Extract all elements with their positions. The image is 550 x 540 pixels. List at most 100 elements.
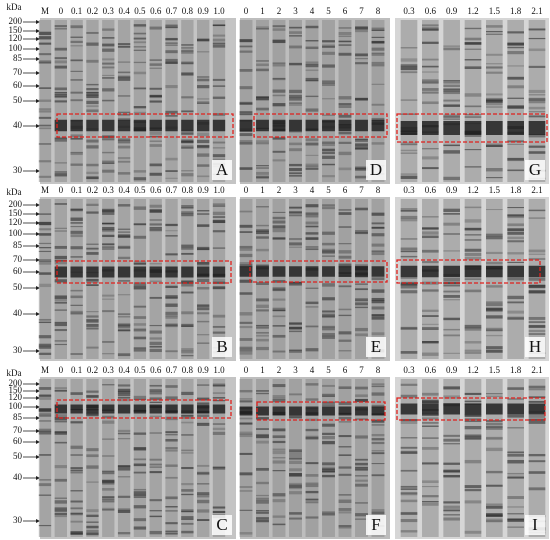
band xyxy=(355,288,368,290)
band xyxy=(117,466,131,468)
band xyxy=(464,114,482,116)
band xyxy=(149,209,162,213)
lane xyxy=(305,379,319,537)
band xyxy=(289,330,302,333)
band xyxy=(371,212,385,216)
band xyxy=(197,278,210,283)
band xyxy=(197,85,210,89)
marker-arrowhead xyxy=(36,286,40,290)
band xyxy=(212,205,226,207)
band xyxy=(443,328,460,331)
band xyxy=(239,321,253,324)
band xyxy=(507,496,524,499)
band xyxy=(86,448,99,452)
lane-label: 0.9 xyxy=(446,6,458,16)
band xyxy=(149,471,162,474)
band xyxy=(133,458,147,461)
band xyxy=(117,324,131,328)
band xyxy=(338,511,352,514)
lane-label: 3 xyxy=(293,365,298,375)
lane xyxy=(338,20,352,182)
band xyxy=(38,124,52,126)
band xyxy=(528,316,546,320)
panel-letter: C xyxy=(216,515,227,534)
band xyxy=(181,145,194,149)
band xyxy=(338,27,352,29)
band xyxy=(212,211,226,216)
band xyxy=(443,505,460,509)
band xyxy=(528,97,546,101)
band xyxy=(507,140,524,143)
lane-label: 1 xyxy=(260,185,265,195)
band xyxy=(181,139,194,143)
band xyxy=(54,295,67,299)
target-band xyxy=(239,266,253,277)
band xyxy=(86,203,99,207)
band xyxy=(443,222,460,226)
band xyxy=(70,304,83,306)
band xyxy=(322,470,335,473)
target-band xyxy=(181,404,194,414)
band xyxy=(305,428,319,432)
band xyxy=(338,416,352,420)
band xyxy=(507,252,524,255)
band xyxy=(133,505,147,509)
band xyxy=(102,74,115,76)
band xyxy=(355,458,368,461)
band xyxy=(256,63,269,67)
band xyxy=(322,314,335,318)
band xyxy=(149,391,162,395)
band xyxy=(528,37,546,40)
band xyxy=(422,71,439,73)
band xyxy=(133,398,147,400)
band xyxy=(181,323,194,327)
band xyxy=(165,350,178,353)
band xyxy=(149,510,162,512)
band xyxy=(305,435,319,439)
band xyxy=(464,392,482,395)
band xyxy=(117,390,131,394)
band xyxy=(443,80,460,82)
band xyxy=(239,86,253,90)
band xyxy=(70,310,83,314)
marker-arrowhead xyxy=(36,37,40,41)
band xyxy=(197,384,210,386)
band xyxy=(507,65,524,67)
band xyxy=(338,466,352,469)
band xyxy=(117,71,131,74)
band xyxy=(54,203,67,205)
band xyxy=(443,47,460,51)
band xyxy=(338,474,352,477)
band xyxy=(256,224,269,227)
band xyxy=(422,352,439,356)
band xyxy=(422,417,439,420)
band xyxy=(338,314,352,317)
band xyxy=(38,60,52,63)
band xyxy=(338,226,352,228)
band xyxy=(507,301,524,304)
panel-letter: H xyxy=(529,337,541,356)
band xyxy=(54,387,67,390)
band xyxy=(239,224,253,228)
band xyxy=(322,163,335,166)
lane-label: 2.1 xyxy=(531,185,542,195)
band xyxy=(102,229,115,233)
band xyxy=(528,48,546,52)
band xyxy=(165,170,178,172)
band xyxy=(338,250,352,254)
band xyxy=(38,61,52,64)
band xyxy=(338,494,352,496)
band xyxy=(86,311,99,313)
lane xyxy=(256,199,269,359)
band xyxy=(38,213,52,215)
band xyxy=(86,31,99,34)
band xyxy=(181,207,194,209)
marker-arrowhead xyxy=(36,221,40,225)
band xyxy=(371,392,385,396)
band xyxy=(70,500,83,503)
lane xyxy=(322,379,335,537)
band xyxy=(70,512,83,515)
band xyxy=(322,462,335,466)
band xyxy=(338,446,352,448)
letter-bg xyxy=(212,515,232,535)
